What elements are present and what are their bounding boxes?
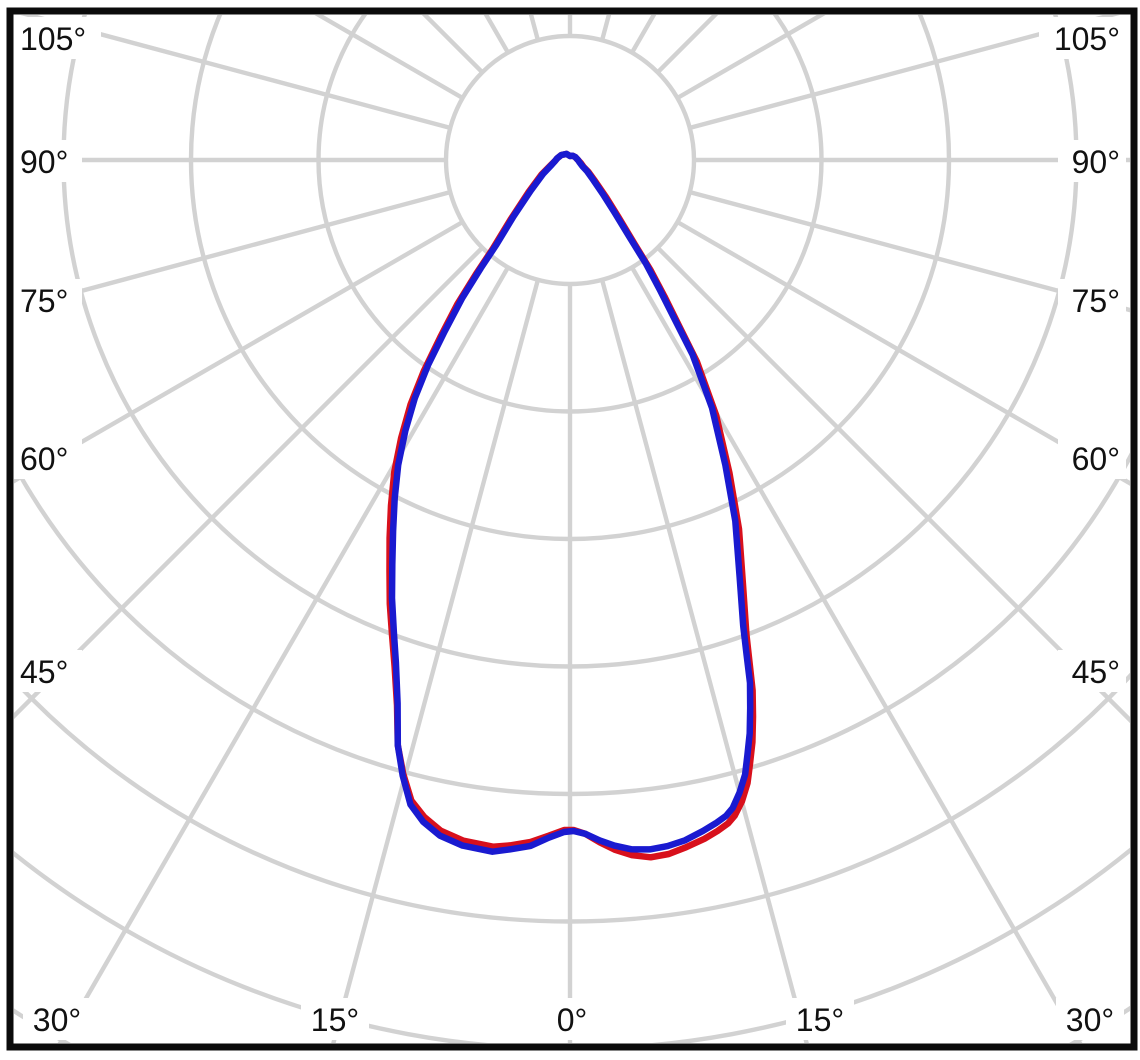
label-mask — [14, 140, 82, 182]
grid-spoke — [14, 189, 451, 312]
label-mask — [1058, 279, 1126, 321]
label-mask — [301, 998, 369, 1040]
angle-label: 45° — [20, 654, 68, 690]
label-mask — [1058, 437, 1126, 479]
angle-label: 75° — [1072, 283, 1120, 319]
angle-label: 60° — [20, 441, 68, 477]
chart-frame — [6, 7, 1138, 1051]
label-mask — [1056, 998, 1124, 1040]
angle-label: 60° — [1072, 441, 1120, 477]
angle-labels: 105° 90° 75° 60° 45° 105° 90° 75° 60° 45° 30° 15° 0°… — [20, 21, 1120, 1038]
grid-spoke — [331, 279, 541, 1043]
angle-label: 75° — [20, 283, 68, 319]
grid-spoke — [656, 246, 1130, 724]
blue-curve — [388, 150, 754, 855]
angle-label: 30° — [1066, 1002, 1114, 1038]
label-mask — [14, 650, 82, 692]
label-mask — [1058, 650, 1126, 692]
angle-label: 90° — [1072, 144, 1120, 180]
angle-label: 105° — [20, 21, 86, 57]
angle-label: 90° — [20, 144, 68, 180]
grid-spoke — [14, 220, 464, 484]
angle-label: 15° — [796, 1002, 844, 1038]
grid-spoke — [20, 15, 451, 131]
label-mask — [786, 998, 854, 1040]
angle-label: 105° — [1054, 21, 1120, 57]
intensity-curves — [386, 150, 757, 861]
angle-label: 15° — [311, 1002, 359, 1038]
label-mask — [547, 998, 597, 1040]
label-mask — [1058, 140, 1126, 182]
angle-label: 45° — [1072, 654, 1120, 690]
label-mask — [1039, 17, 1126, 59]
grid-spoke — [689, 15, 1120, 131]
grid-spoke — [689, 189, 1130, 313]
label-masks — [14, 17, 1126, 1040]
grid-spoke — [14, 246, 484, 720]
angle-label: 0° — [557, 1002, 588, 1038]
angle-label: 30° — [33, 1002, 81, 1038]
label-mask — [23, 998, 91, 1040]
grid-spoke — [676, 220, 1130, 486]
label-mask — [14, 279, 82, 321]
label-mask — [14, 437, 82, 479]
label-mask — [14, 17, 101, 59]
